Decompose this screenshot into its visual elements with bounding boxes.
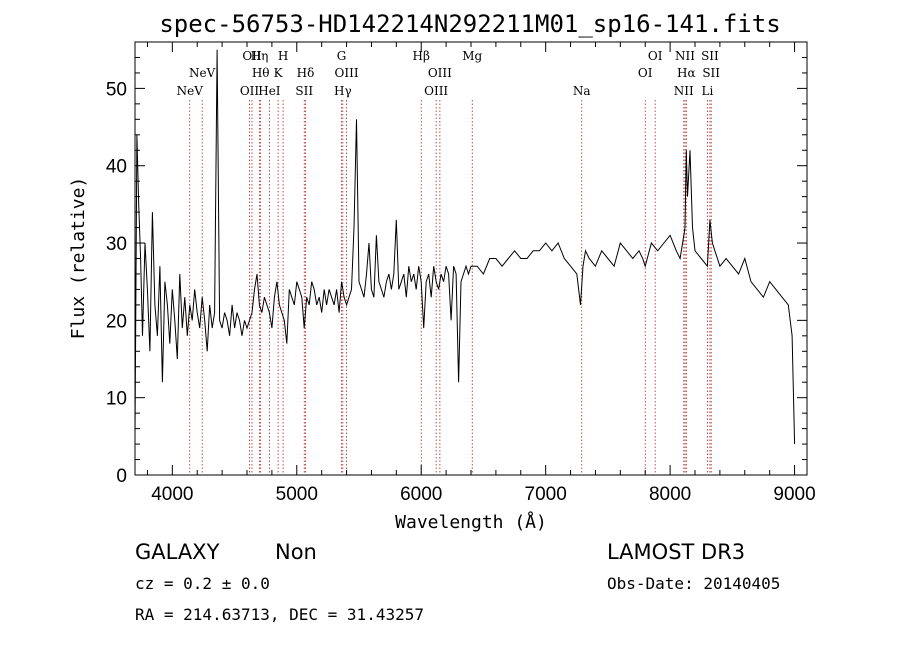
emission-line-label: NeV <box>189 66 216 80</box>
x-axis-label: Wavelength (Å) <box>395 511 547 533</box>
y-tick-label: 50 <box>106 79 127 100</box>
emission-line-label: Hβ <box>413 49 430 63</box>
emission-line-label: Hη <box>251 49 269 63</box>
emission-line-label: Na <box>573 84 591 98</box>
emission-line-label: NII <box>675 49 695 63</box>
emission-line-label: K <box>274 66 284 80</box>
x-axis-ticks: 4000 5000 6000 7000 8000 9000 <box>146 42 816 505</box>
y-tick-label: 20 <box>106 311 127 332</box>
emission-line-label: OII <box>242 49 262 63</box>
emission-line-label: OIII <box>428 66 452 80</box>
y-axis-label: Flux (relative) <box>68 177 89 340</box>
emission-line-label: SII <box>702 66 720 80</box>
survey-name: LAMOST DR3 <box>607 540 745 564</box>
emission-line-label: HeI <box>258 84 281 98</box>
chart-title: spec-56753-HD142214N292211M01_sp16-141.f… <box>159 10 780 38</box>
emission-line-label: OIII <box>335 66 359 80</box>
y-axis-ticks: 0 10 20 30 40 50 <box>106 56 807 487</box>
object-subclass: Non <box>275 540 317 564</box>
emission-line-markers <box>189 100 712 475</box>
emission-line-label: SII <box>701 49 719 63</box>
emission-line-label: Hθ <box>252 66 270 80</box>
emission-line-label: OII <box>240 84 260 98</box>
x-tick-label: 4000 <box>151 484 193 505</box>
observation-date: Obs-Date: 20140405 <box>607 574 780 593</box>
emission-line-label: NeV <box>177 84 204 98</box>
emission-line-label: H <box>278 49 288 63</box>
emission-line-label: Hγ <box>334 84 352 98</box>
emission-line-label: Hα <box>677 66 696 80</box>
y-tick-label: 10 <box>106 389 127 410</box>
coordinates: RA = 214.63713, DEC = 31.43257 <box>135 605 424 624</box>
emission-line-label: OI <box>648 49 663 63</box>
emission-line-label: OIII <box>424 84 448 98</box>
redshift-cz: cz = 0.2 ± 0.0 <box>135 574 270 593</box>
emission-line-label: SII <box>295 84 313 98</box>
object-class: GALAXY <box>135 540 220 564</box>
emission-line-label: Mg <box>462 49 482 63</box>
plot-frame <box>134 41 808 476</box>
x-tick-label: 7000 <box>525 484 567 505</box>
y-tick-label: 30 <box>106 234 127 255</box>
spectrum-line <box>134 49 796 445</box>
y-tick-label: 0 <box>116 466 127 487</box>
emission-line-labels: NeVNeVOIIOIIHηHθHeIKHSIIHδGHγOIIIHβOIIIO… <box>177 49 721 98</box>
x-tick-label: 9000 <box>773 484 815 505</box>
emission-line-label: NII <box>674 84 694 98</box>
emission-line-label: Li <box>702 84 714 98</box>
emission-line-label: OI <box>638 66 653 80</box>
x-tick-label: 6000 <box>400 484 442 505</box>
y-tick-label: 40 <box>106 157 127 178</box>
emission-line-label: Hδ <box>297 66 315 80</box>
x-tick-label: 8000 <box>649 484 691 505</box>
emission-line-label: G <box>337 49 347 63</box>
x-tick-label: 5000 <box>276 484 318 505</box>
